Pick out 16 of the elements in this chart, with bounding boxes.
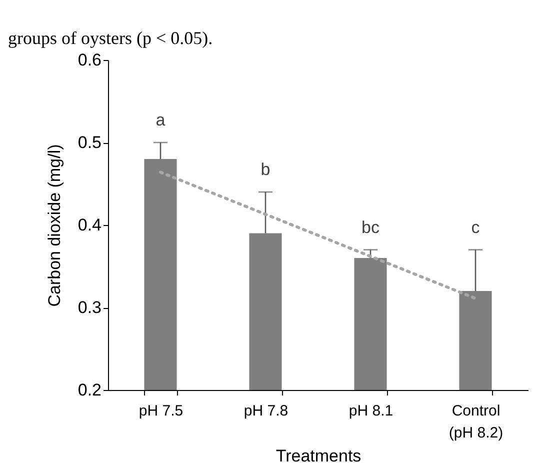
- y-tick-label: 0.4: [78, 216, 102, 234]
- annotation: bc: [362, 218, 380, 237]
- annotation: a: [156, 110, 166, 130]
- x-tick-label: pH 7.8: [244, 402, 288, 420]
- y-axis-title: Carbon dioxide (mg/l): [44, 144, 64, 307]
- x-tick-label: pH 7.5: [138, 402, 184, 420]
- x-tick-label: Control (pH 8.2): [448, 402, 504, 442]
- text: groups of oysters (p < 0.05).: [8, 28, 213, 48]
- x-axis-title: Treatments: [276, 446, 362, 463]
- y-tick-label: 0.5: [78, 133, 102, 152]
- y-tick-label: 0.3: [78, 298, 102, 317]
- annotation: b: [260, 160, 270, 179]
- annotation: c: [471, 218, 480, 237]
- y-tick-label: 0.6: [78, 50, 102, 70]
- x-tick-label: pH 8.1: [348, 402, 394, 420]
- y-tick-label: 0.2: [78, 380, 102, 400]
